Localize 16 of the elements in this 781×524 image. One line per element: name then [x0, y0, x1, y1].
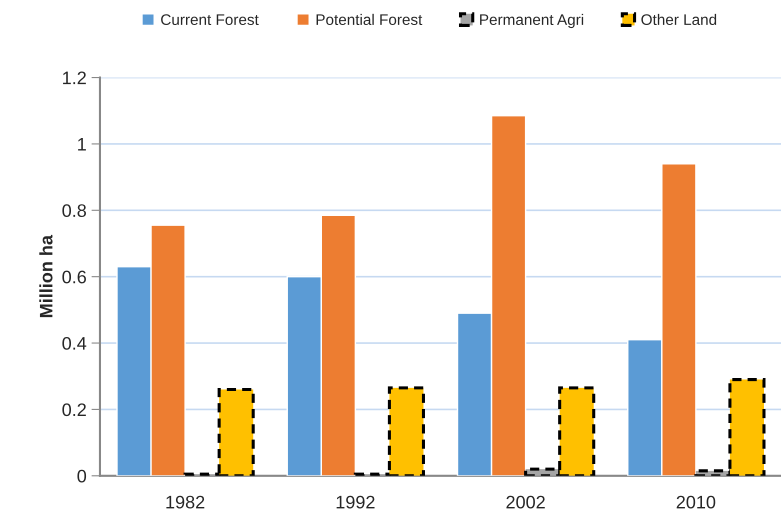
x-tick-label: 2010: [676, 496, 716, 508]
y-tick-label: 0.6: [62, 270, 86, 284]
x-tick-label: 1992: [336, 496, 375, 508]
x-tick-label: 2002: [506, 496, 545, 508]
y-tick-label: 0.4: [62, 336, 86, 350]
y-tick-label: 0: [77, 470, 86, 483]
legend-label: Permanent Agri: [480, 14, 584, 28]
y-tick-label: 0.8: [62, 204, 86, 218]
y-tick-label: 1: [78, 138, 86, 150]
y-tick-label: 0.2: [62, 403, 86, 416]
x-tick-label: 1982: [166, 496, 204, 508]
legend-label: Other Land: [641, 14, 716, 26]
legend-label: Potential Forest: [316, 14, 422, 26]
legend-label: Current Forest: [161, 14, 259, 26]
y-axis-title: Million ha: [39, 234, 53, 318]
y-tick-label: 1.2: [63, 71, 86, 84]
